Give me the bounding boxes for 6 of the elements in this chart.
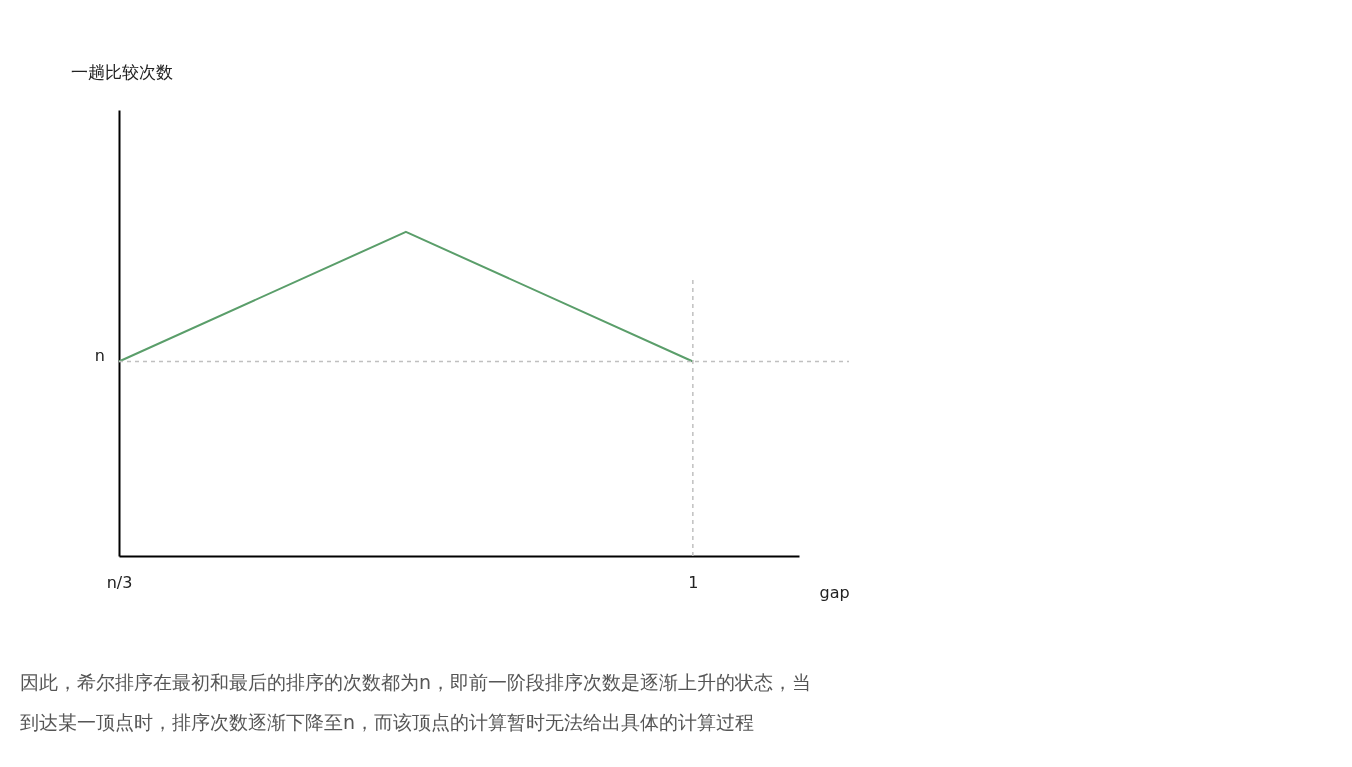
text: 因此，希尔排序在最初和最后的排序的次数都为n，即前一阶段排序次数是逐渐上升的状态，当到达某一顶点时，排序次数逐渐下降至n，而该顶点的计算暂时无法给出具体的计算过程 (20, 671, 812, 733)
x-axis-title: gap (819, 582, 850, 602)
x-tick-label: 1 (688, 572, 699, 592)
x-tick-label: n/3 (106, 572, 133, 592)
text: 一趟比较次数 (71, 62, 173, 82)
ref-line-label: n (94, 345, 105, 365)
